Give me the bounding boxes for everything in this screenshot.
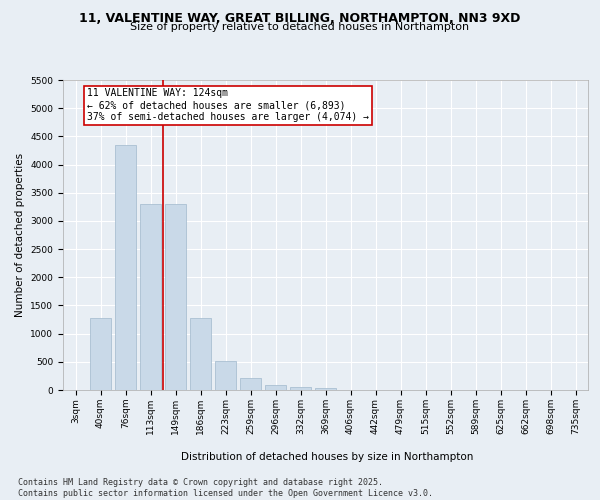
Text: 11 VALENTINE WAY: 124sqm
← 62% of detached houses are smaller (6,893)
37% of sem: 11 VALENTINE WAY: 124sqm ← 62% of detach… xyxy=(87,88,369,122)
Bar xyxy=(290,387,311,390)
Text: 11, VALENTINE WAY, GREAT BILLING, NORTHAMPTON, NN3 9XD: 11, VALENTINE WAY, GREAT BILLING, NORTHA… xyxy=(79,12,521,26)
Text: Contains HM Land Registry data © Crown copyright and database right 2025.
Contai: Contains HM Land Registry data © Crown c… xyxy=(18,478,433,498)
Bar xyxy=(265,385,286,390)
Bar xyxy=(115,145,136,390)
Bar xyxy=(140,204,161,390)
Bar xyxy=(190,318,211,390)
Bar xyxy=(315,388,336,390)
Bar xyxy=(240,378,261,390)
Y-axis label: Number of detached properties: Number of detached properties xyxy=(15,153,25,317)
Text: Distribution of detached houses by size in Northampton: Distribution of detached houses by size … xyxy=(181,452,473,462)
Bar xyxy=(215,362,236,390)
Bar xyxy=(90,318,111,390)
Bar xyxy=(165,204,186,390)
Text: Size of property relative to detached houses in Northampton: Size of property relative to detached ho… xyxy=(130,22,470,32)
